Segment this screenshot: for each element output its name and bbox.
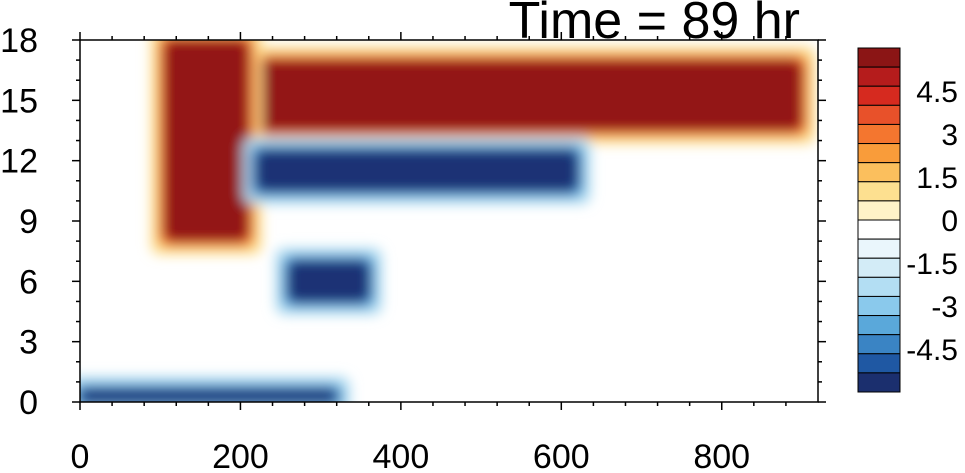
- colorbar-box: [857, 276, 901, 297]
- y-tick-label: 12: [0, 143, 38, 181]
- colorbar-box: [857, 219, 901, 240]
- colorbar-box: [857, 66, 901, 87]
- colorbar-box: [857, 257, 901, 278]
- colorbar-label: -3: [931, 291, 958, 324]
- colorbar-box: [857, 123, 901, 145]
- colorbar-box: [857, 104, 901, 125]
- colorbar-box: [857, 143, 901, 164]
- colorbar: 4.5 3 1.5 0 -1.5 -3 -4.5: [857, 47, 958, 393]
- colorbar-box: [857, 353, 901, 374]
- field-feature-4-layer-3: [288, 261, 369, 302]
- x-axis: 0 200 400 600 800: [71, 32, 787, 473]
- x-tick-label: 200: [212, 438, 269, 473]
- colorbar-box: [857, 85, 901, 106]
- field-layer: [80, 40, 816, 402]
- colorbar-label: -1.5: [906, 248, 958, 281]
- y-tick-label: 0: [19, 384, 38, 422]
- colorbar-box: [857, 334, 901, 355]
- colorbar-label: 3: [941, 119, 958, 152]
- field-feature-3-layer-3: [80, 389, 337, 402]
- plot-area: [80, 40, 818, 402]
- colorbar-label: 0: [941, 205, 958, 238]
- x-tick-label: 600: [533, 438, 590, 473]
- y-tick-label: 15: [0, 82, 38, 120]
- field-feature-2-layer-3: [256, 150, 578, 191]
- y-tick-label: 9: [19, 203, 38, 241]
- y-tick-label: 3: [19, 324, 38, 362]
- y-axis: 0 3 6 9 12 15 18: [0, 22, 826, 422]
- x-tick-label: 800: [693, 438, 750, 473]
- colorbar-box: [857, 200, 901, 221]
- y-tick-label: 6: [19, 263, 38, 301]
- x-tick-label: 400: [373, 438, 430, 473]
- y-tick-label: 18: [0, 22, 38, 60]
- colorbar-box: [857, 181, 901, 202]
- colorbar-label: -4.5: [906, 334, 958, 367]
- colorbar-box: [857, 295, 901, 317]
- field-feature-1-layer-3: [164, 40, 249, 242]
- colorbar-box: [857, 162, 901, 183]
- colorbar-box: [857, 238, 901, 259]
- colorbar-box: [857, 372, 901, 393]
- colorbar-box: [857, 315, 901, 336]
- colorbar-label: 4.5: [916, 76, 958, 109]
- colorbar-label: 1.5: [916, 162, 958, 195]
- x-tick-label: 0: [71, 438, 90, 473]
- colorbar-box: [857, 47, 901, 68]
- field-feature-0-layer-3: [248, 60, 802, 131]
